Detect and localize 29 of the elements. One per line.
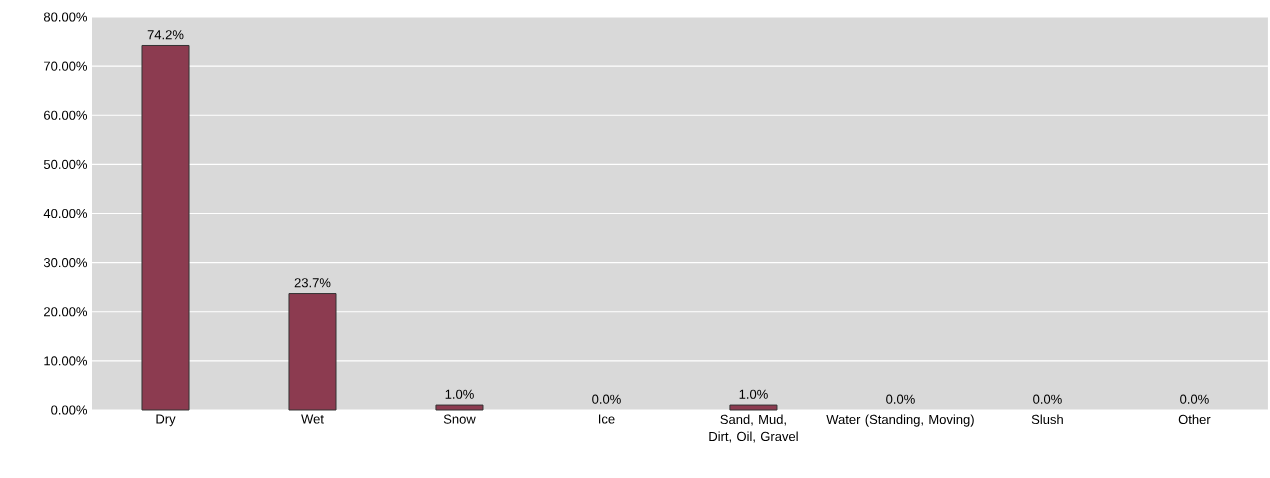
bar xyxy=(141,44,190,411)
data-label: 0.0% xyxy=(1033,394,1062,404)
y-tick-label: 80.00% xyxy=(43,12,88,22)
data-label: 23.7% xyxy=(294,278,331,288)
data-label: 0.0% xyxy=(592,394,621,404)
y-tick-label: 20.00% xyxy=(44,307,88,317)
x-tick-label: Other xyxy=(1178,414,1211,425)
data-label: 1.0% xyxy=(739,389,768,399)
x-tick-label: Sand, Mud, Dirt, Oil, Gravel xyxy=(709,414,798,443)
y-tick-label: 30.00% xyxy=(43,258,88,268)
y-tick-label: 0.00% xyxy=(51,405,88,415)
data-label: 0.0% xyxy=(1180,394,1209,404)
y-tick-label: 40.00% xyxy=(43,208,88,219)
x-tick-label: Slush xyxy=(1031,414,1063,425)
y-tick-label: 50.00% xyxy=(43,159,88,169)
x-tick-label: Wet xyxy=(301,414,324,424)
y-tick-label: 10.00% xyxy=(44,356,88,366)
x-tick-label: Water (Standing, Moving) xyxy=(826,414,974,427)
y-tick-label: 70.00% xyxy=(44,61,88,71)
data-label: 74.2% xyxy=(147,30,184,40)
bar xyxy=(435,404,484,411)
data-label: 1.0% xyxy=(445,389,474,399)
bar xyxy=(288,293,337,411)
bar xyxy=(729,404,778,411)
x-tick-label: Dry xyxy=(156,414,176,427)
x-tick-label: Snow xyxy=(443,414,476,424)
y-tick-label: 60.00% xyxy=(44,110,88,120)
data-label: 0.0% xyxy=(886,394,915,404)
x-tick-label: Ice xyxy=(599,414,615,424)
